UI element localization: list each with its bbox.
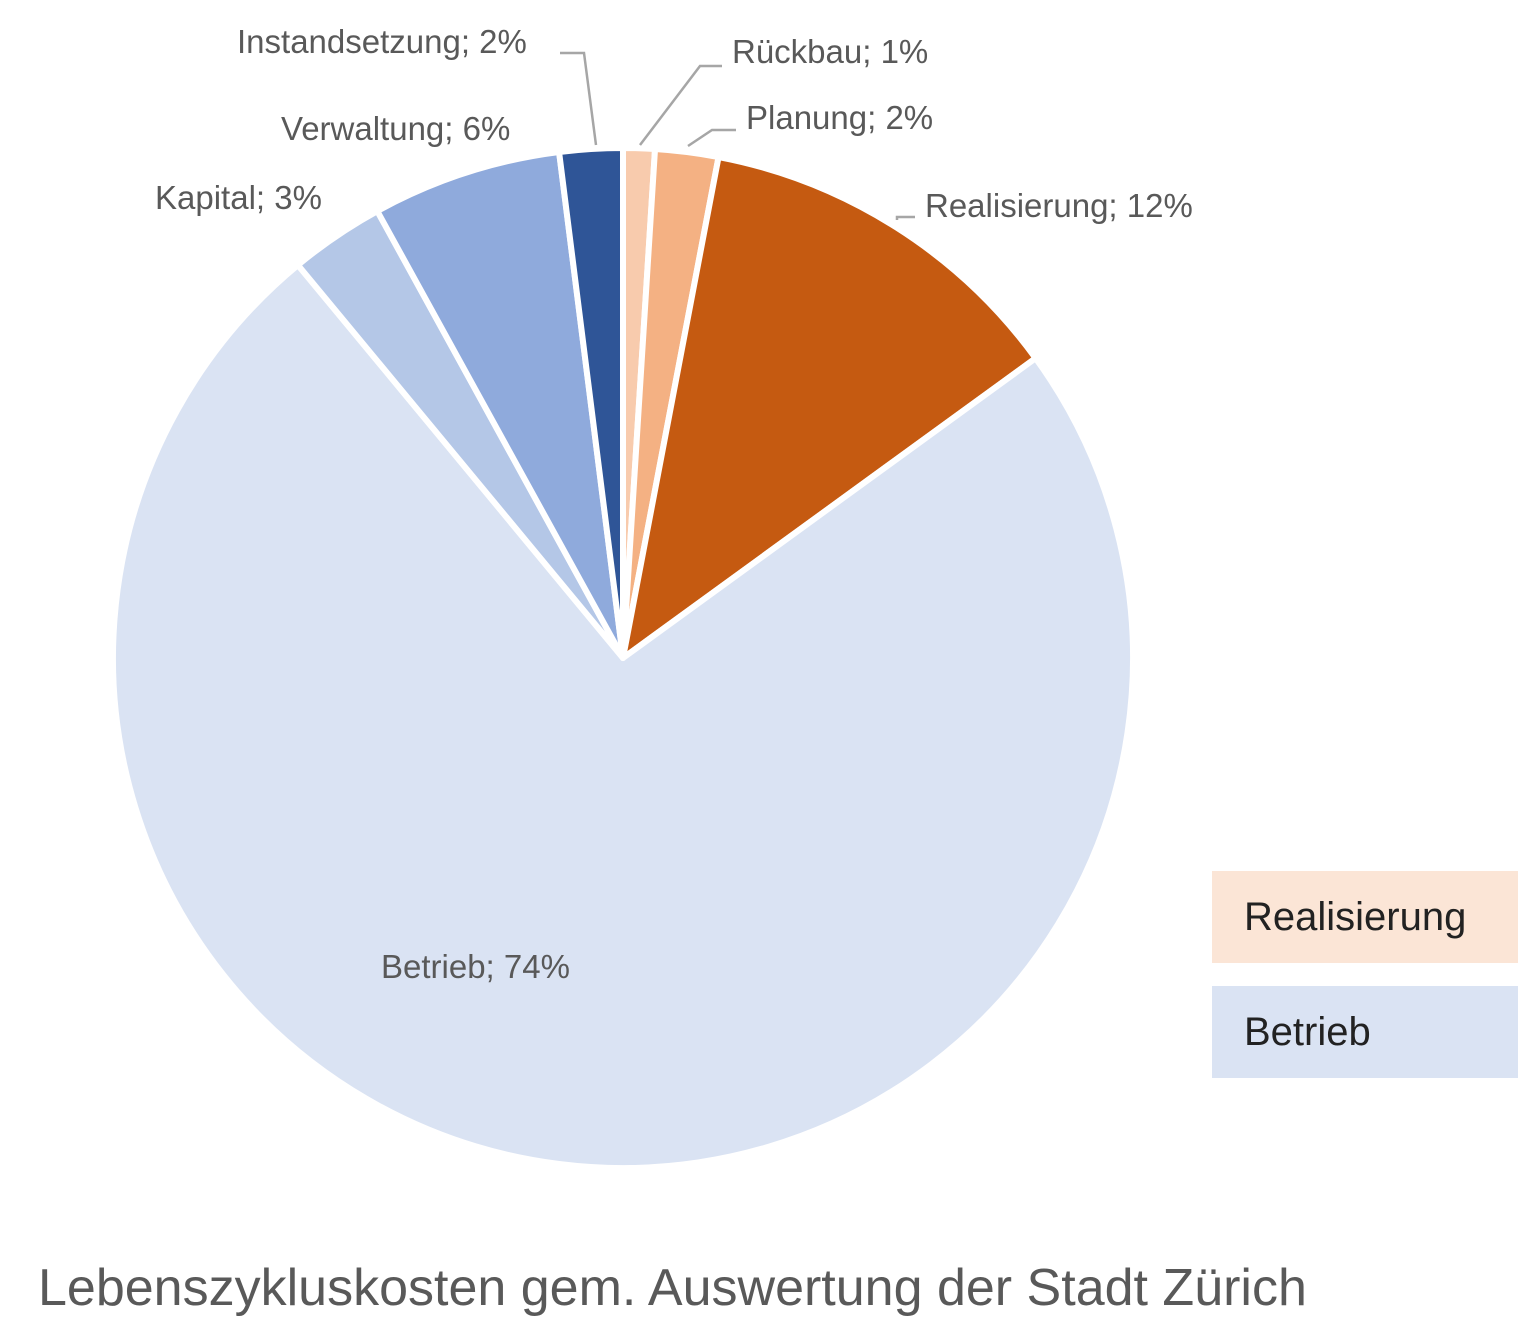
leader-line-instandsetzung	[560, 51, 598, 146]
label-realisierung: Realisierung; 12%	[925, 187, 1193, 224]
pie-slice-betrieb	[110, 262, 1136, 1171]
label-planung: Planung; 2%	[746, 99, 933, 136]
leader-lines	[560, 51, 915, 220]
label-verwaltung: Verwaltung; 6%	[281, 110, 510, 147]
legend-item-realisierung: Realisierung	[1212, 871, 1518, 963]
label-instandsetzung: Instandsetzung; 2%	[237, 23, 527, 60]
pie-slice-realisierung	[620, 154, 1039, 661]
legend-item-betrieb: Betrieb	[1212, 986, 1518, 1078]
legend-label: Realisierung	[1244, 894, 1467, 939]
leader-line-rueckbau	[639, 64, 722, 146]
pie-slice-verwaltung	[374, 149, 626, 661]
leader-line-planung	[687, 128, 736, 148]
label-betrieb: Betrieb; 74%	[381, 948, 570, 985]
label-rueckbau: Rückbau; 1%	[732, 33, 928, 70]
pie-slice-instandsetzung	[556, 145, 626, 661]
legend-label: Betrieb	[1244, 1009, 1371, 1054]
leader-line-realisierung	[895, 215, 915, 220]
label-kapital: Kapital; 3%	[155, 179, 322, 216]
chart-title: Lebenszykluskosten gem. Auswertung der S…	[38, 1259, 1307, 1317]
